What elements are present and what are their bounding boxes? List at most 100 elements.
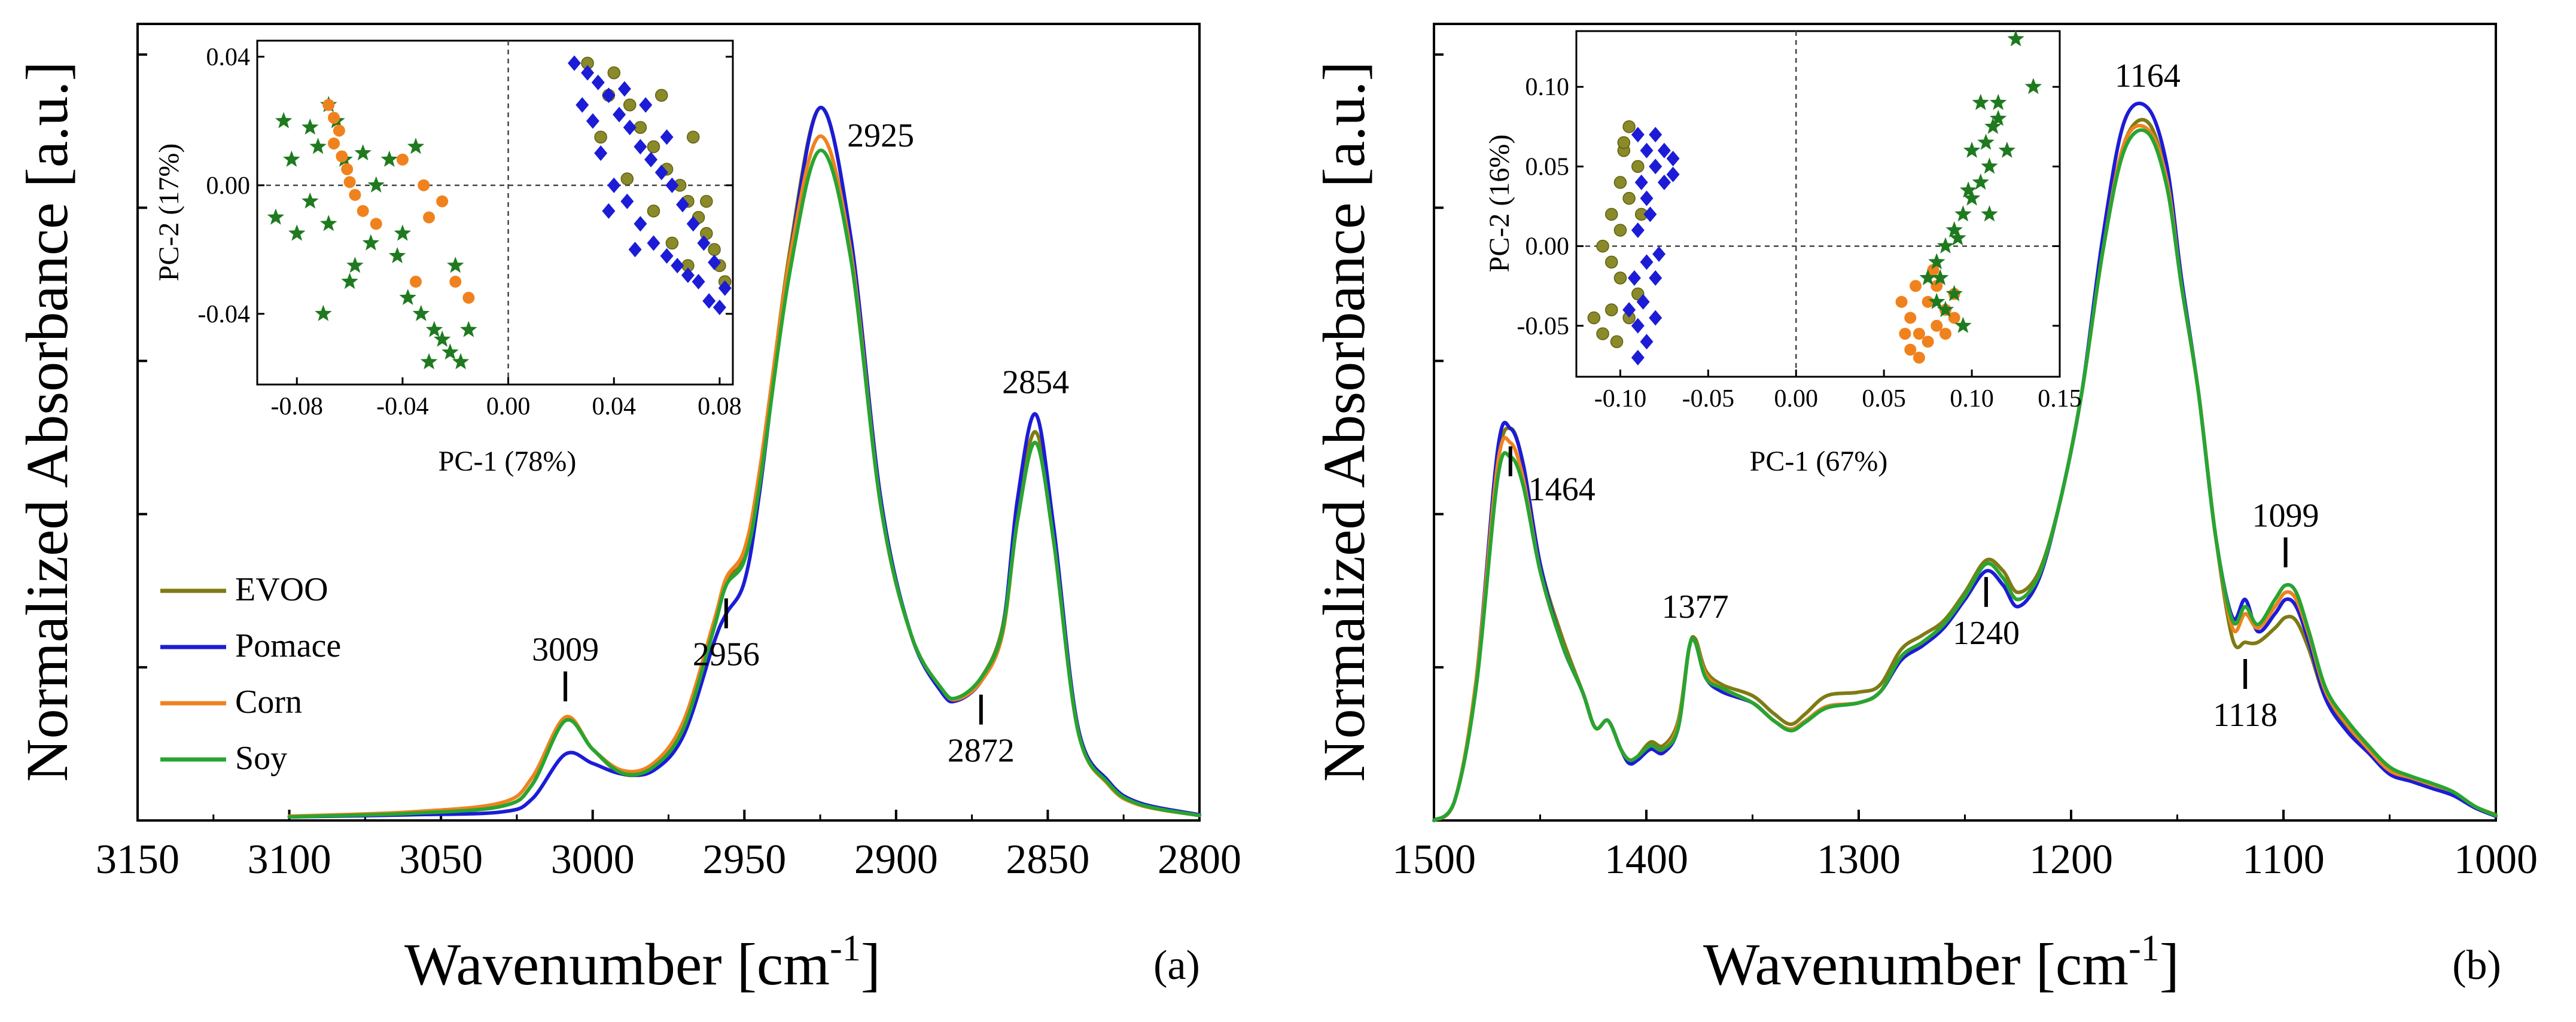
scatter-point-evoo bbox=[687, 130, 700, 144]
panel-a-inset: -0.08 -0.04 0.00 0.04 0.08 -0.04 0.00 0.04 PC-1… bbox=[153, 39, 742, 477]
scatter-point-soy bbox=[367, 176, 385, 193]
scatter-point-soy bbox=[362, 234, 380, 251]
scatter-point-soy bbox=[399, 288, 416, 305]
scatter-point-pomace bbox=[586, 113, 599, 129]
scatter-point-pomace bbox=[617, 81, 631, 97]
scatter-point-evoo bbox=[1587, 311, 1601, 325]
scatter-point-corn bbox=[1913, 328, 1925, 340]
inset-y-tick-label: -0.05 bbox=[1517, 313, 1570, 340]
scatter-point-soy bbox=[1977, 133, 1995, 150]
scatter-point-corn bbox=[462, 291, 475, 304]
inset-x-tick-label: -0.04 bbox=[376, 393, 429, 420]
panel-a-y-label: Normalized Absorbance [a.u.] bbox=[14, 61, 80, 782]
scatter-point-evoo bbox=[708, 243, 721, 257]
scatter-point-evoo bbox=[1610, 335, 1624, 349]
scatter-point-soy bbox=[1928, 253, 1945, 270]
x-tick-label: 3000 bbox=[551, 837, 635, 883]
inset-y-tick-label: 0.04 bbox=[206, 44, 251, 71]
scatter-point-evoo bbox=[594, 130, 607, 144]
scatter-point-soy bbox=[1963, 141, 1981, 158]
x-tick-label: 2850 bbox=[1006, 837, 1089, 883]
scatter-point-corn bbox=[1895, 295, 1908, 308]
peak-label-1164: 1164 bbox=[2115, 57, 2181, 94]
scatter-point-soy bbox=[341, 273, 358, 289]
scatter-point-corn bbox=[343, 176, 356, 188]
inset-y-tick-label: 0.00 bbox=[1525, 233, 1570, 261]
scatter-point-evoo bbox=[623, 98, 637, 112]
scatter-point-soy bbox=[380, 150, 398, 167]
scatter-point-soy bbox=[1981, 157, 1998, 174]
peak-label-3009: 3009 bbox=[532, 631, 599, 669]
panel-b: 1500 1400 1300 1200 1100 1000 1464 1377 1240 116… bbox=[1311, 23, 2538, 997]
scatter-point-soy bbox=[1998, 141, 2016, 158]
scatter-point-soy bbox=[309, 138, 327, 154]
scatter-point-soy bbox=[394, 224, 412, 241]
scatter-point-pomace bbox=[654, 164, 668, 181]
inset-a-y-label: PC-2 (17%) bbox=[153, 144, 185, 282]
x-label-end: ] bbox=[861, 931, 881, 997]
scatter-point-pomace bbox=[1649, 270, 1662, 286]
scatter-point-evoo bbox=[700, 194, 713, 208]
scatter-point-pomace bbox=[708, 254, 721, 270]
scatter-point-soy bbox=[1928, 292, 1945, 309]
panel-b-peak-annotations: 1464 1377 1240 1164 1118 1099 bbox=[1508, 57, 2319, 734]
scatter-point-pomace bbox=[671, 258, 684, 274]
scatter-point-corn bbox=[1913, 352, 1925, 364]
scatter-point-soy bbox=[1972, 173, 1989, 190]
scatter-point-corn bbox=[1904, 343, 1917, 356]
scatter-point-evoo bbox=[655, 89, 668, 102]
scatter-point-pomace bbox=[644, 151, 658, 167]
scatter-point-evoo bbox=[647, 205, 660, 218]
scatter-point-soy bbox=[1963, 189, 1981, 206]
scatter-point-pomace bbox=[1657, 175, 1671, 191]
scatter-point-pomace bbox=[623, 120, 637, 136]
scatter-point-pomace bbox=[697, 235, 711, 251]
panel-a-legend: EVOO Pomace Corn Soy bbox=[160, 571, 341, 777]
series-line-soy bbox=[287, 148, 1201, 819]
inset-x-tick-label: 0.00 bbox=[1774, 385, 1819, 413]
x-label-main: Wavenumber [cm bbox=[404, 931, 830, 997]
scatter-point-pomace bbox=[692, 274, 705, 290]
scatter-point-pomace bbox=[681, 267, 695, 283]
x-tick-label: 2800 bbox=[1158, 837, 1241, 883]
scatter-point-pomace bbox=[718, 280, 732, 296]
series-line-pomace bbox=[287, 105, 1201, 819]
inset-x-tick-label: -0.10 bbox=[1594, 385, 1647, 413]
scatter-point-corn bbox=[1922, 335, 1934, 348]
scatter-point-pomace bbox=[1657, 142, 1671, 158]
panel-a: 3150 3100 3050 3000 2950 2900 2850 2800 3009 295… bbox=[14, 23, 1241, 997]
scatter-point-soy bbox=[425, 321, 443, 337]
scatter-point-pomace bbox=[1643, 206, 1657, 222]
scatter-point-evoo bbox=[1605, 303, 1618, 316]
scatter-point-corn bbox=[1904, 312, 1917, 324]
scatter-point-soy bbox=[407, 138, 425, 154]
panel-b-label: (b) bbox=[2452, 942, 2501, 989]
x-tick-label: 1500 bbox=[1392, 837, 1476, 883]
scatter-point-evoo bbox=[1613, 271, 1627, 285]
scatter-point-soy bbox=[1954, 205, 1972, 222]
scatter-point-pomace bbox=[1649, 310, 1662, 326]
scatter-point-corn bbox=[410, 276, 422, 288]
inset-x-tick-label: 0.15 bbox=[2038, 385, 2082, 413]
scatter-point-evoo bbox=[665, 236, 679, 250]
panel-a-label: (a) bbox=[1153, 942, 1200, 989]
scatter-point-evoo bbox=[607, 66, 620, 80]
inset-b-ticks: -0.10 -0.05 0.00 0.05 0.10 0.15 -0.05 0.00 0.05 0… bbox=[1517, 31, 2082, 413]
scatter-point-evoo bbox=[1605, 208, 1618, 221]
peak-label-2854: 2854 bbox=[1002, 364, 1069, 401]
scatter-point-soy bbox=[302, 118, 319, 135]
scatter-point-pomace bbox=[1640, 190, 1654, 206]
scatter-point-soy bbox=[2024, 78, 2042, 94]
scatter-point-corn bbox=[1948, 312, 1960, 324]
scatter-point-corn bbox=[449, 276, 462, 288]
scatter-point-pomace bbox=[1627, 270, 1641, 286]
scatter-point-soy bbox=[1989, 93, 2007, 110]
panel-b-y-ticks bbox=[1434, 53, 1444, 669]
scatter-point-corn bbox=[357, 205, 369, 217]
scatter-point-pomace bbox=[1640, 334, 1654, 350]
scatter-point-pomace bbox=[628, 242, 642, 258]
legend-label-pomace: Pomace bbox=[235, 627, 341, 664]
scatter-point-evoo bbox=[1622, 120, 1636, 133]
x-tick-label: 3150 bbox=[96, 837, 179, 883]
scatter-point-corn bbox=[1931, 319, 1943, 332]
